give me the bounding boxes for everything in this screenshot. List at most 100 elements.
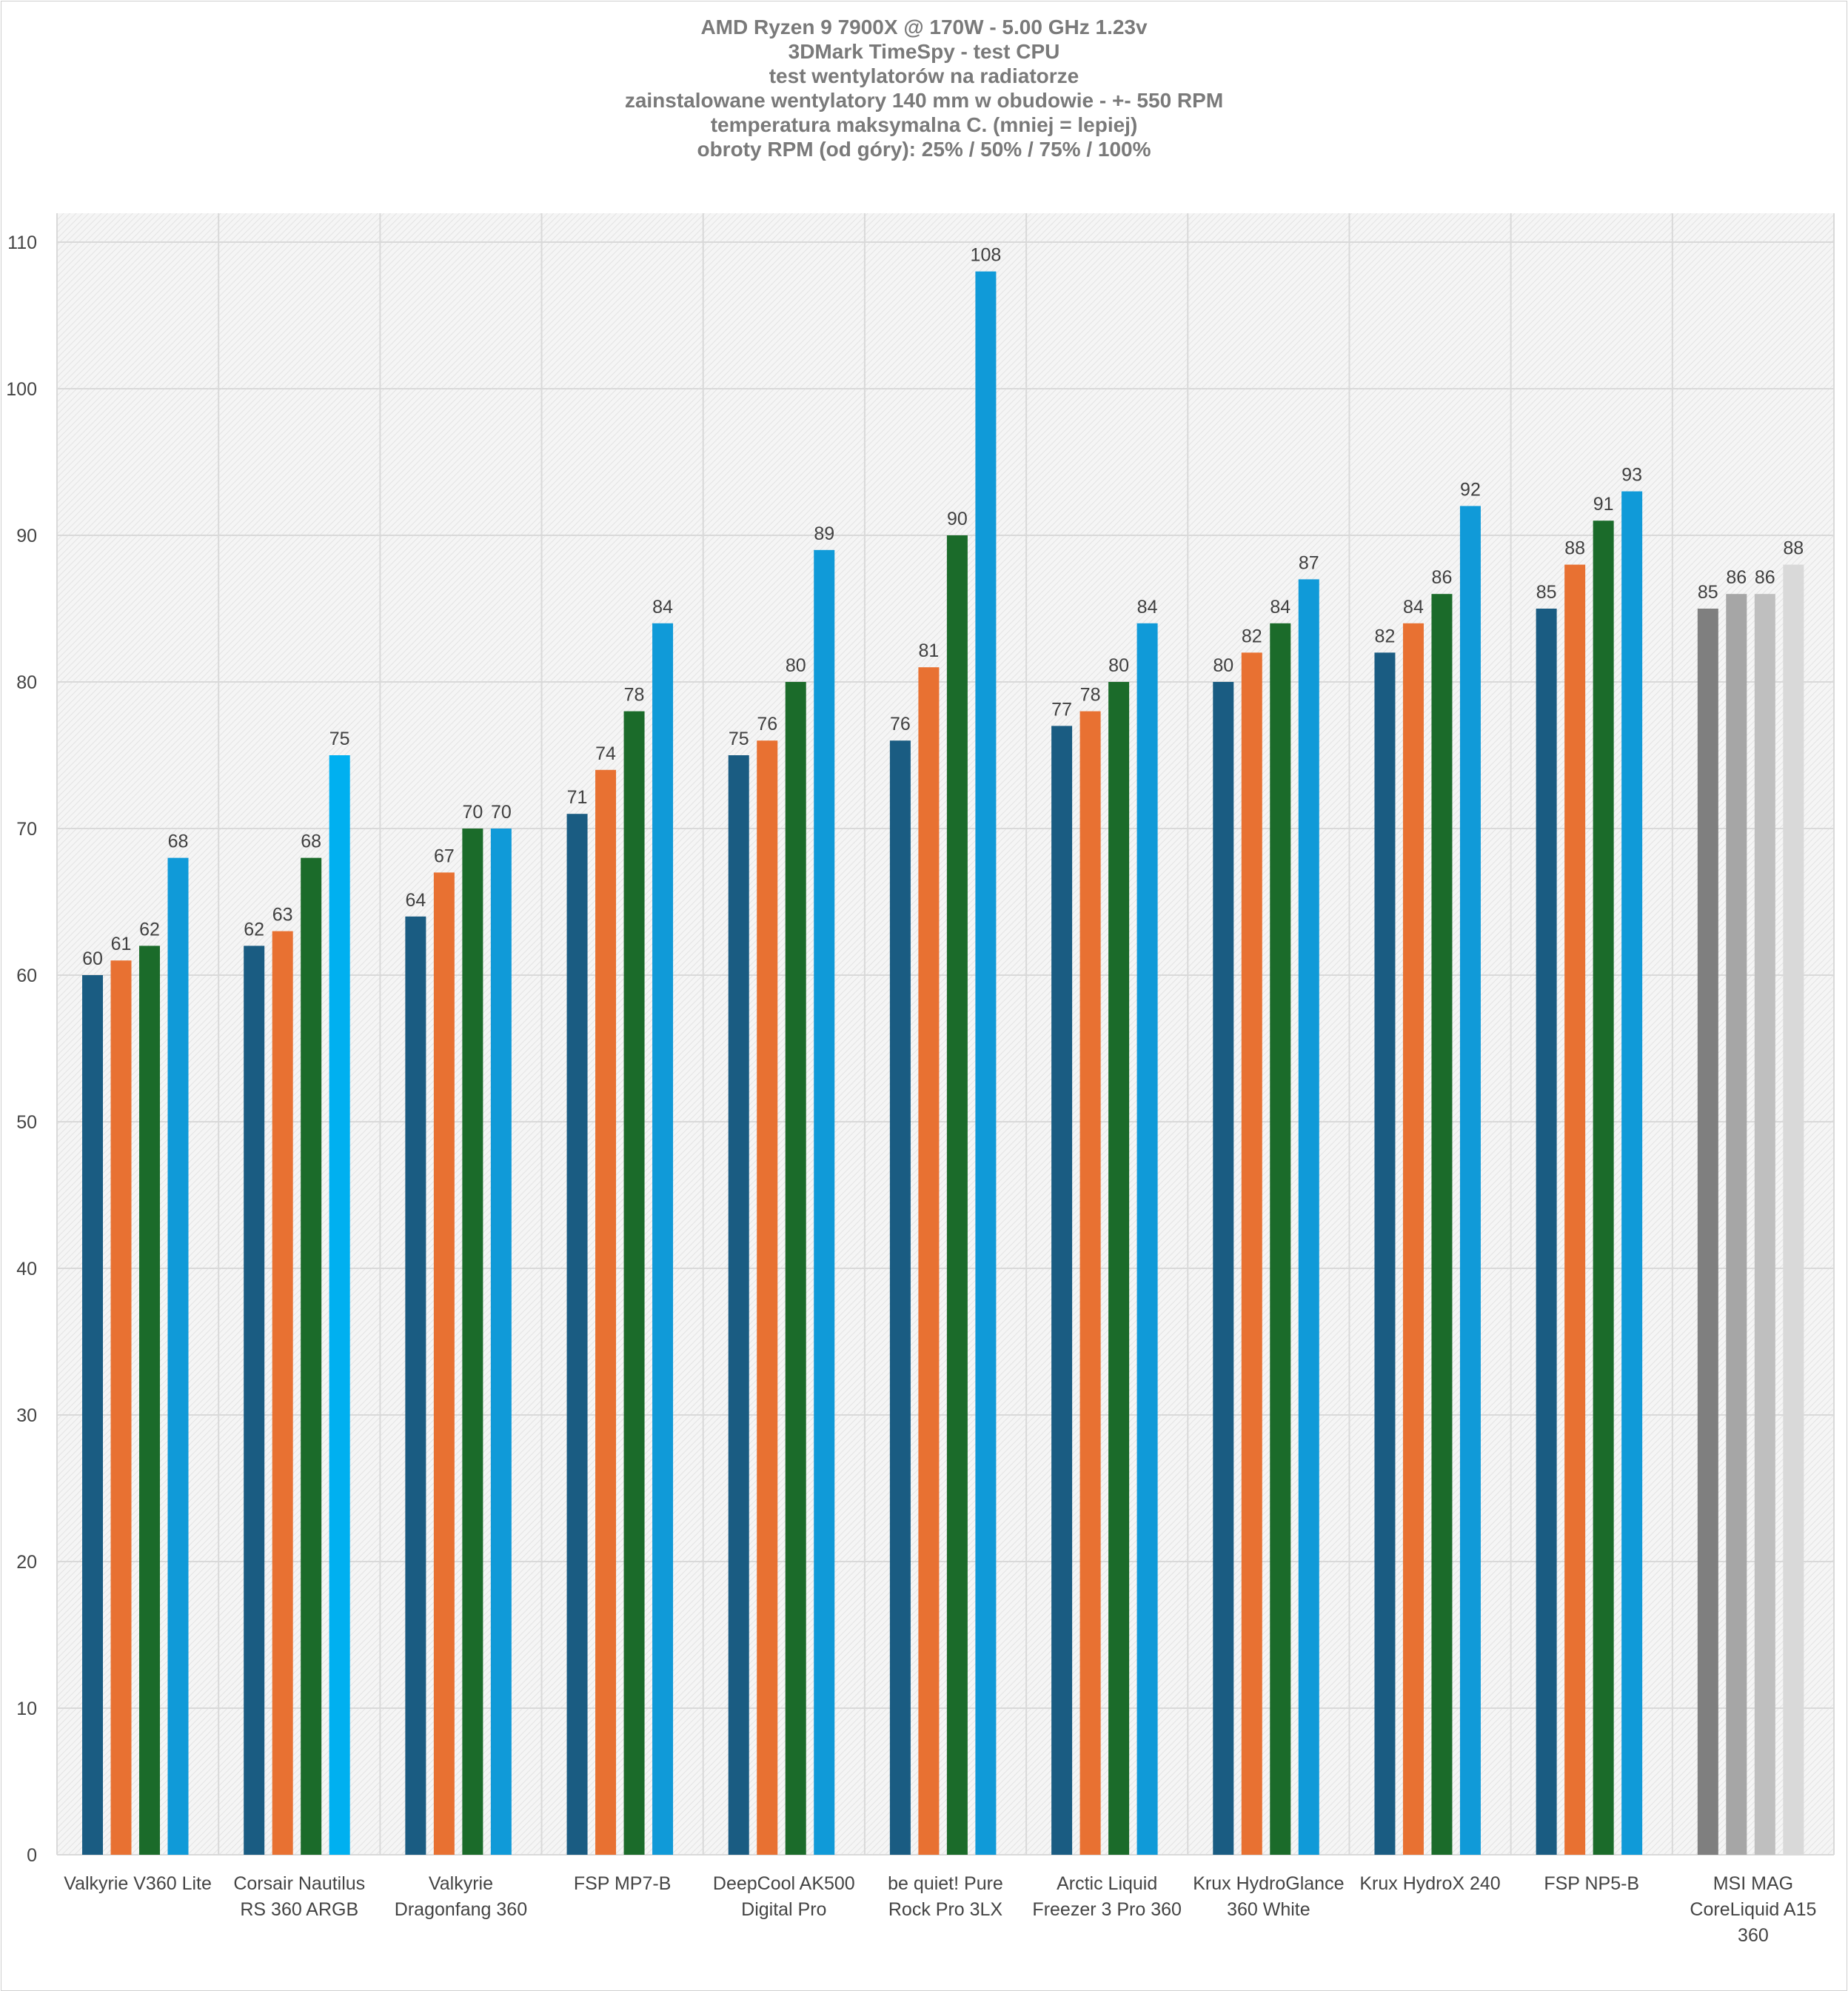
bar	[139, 946, 160, 1855]
bar	[1621, 491, 1643, 1855]
data-label: 60	[82, 948, 103, 969]
data-label: 87	[1299, 552, 1319, 573]
category-label: Digital Pro	[741, 1899, 826, 1920]
data-label: 82	[1375, 626, 1396, 646]
bar	[814, 549, 835, 1855]
y-tick-label: 110	[7, 232, 37, 253]
data-label: 64	[405, 890, 426, 911]
bar	[1402, 623, 1424, 1855]
category-label: Freezer 3 Pro 360	[1032, 1899, 1182, 1920]
bar	[918, 667, 940, 1856]
category-label: FSP MP7-B	[574, 1873, 672, 1894]
data-label: 84	[652, 597, 673, 618]
data-label: 75	[729, 729, 749, 749]
title-line-4: zainstalowane wentylatory 140 mm w obudo…	[624, 89, 1224, 112]
category-label: FSP NP5-B	[1544, 1873, 1639, 1894]
data-label: 67	[434, 846, 455, 866]
category-label: 360 White	[1227, 1899, 1310, 1920]
bar	[946, 535, 968, 1855]
bar	[1241, 652, 1262, 1855]
category-label: 360	[1738, 1925, 1769, 1946]
data-label: 62	[244, 919, 264, 940]
y-tick-label: 30	[16, 1405, 37, 1426]
data-label: 75	[329, 729, 350, 749]
data-label: 88	[1564, 538, 1585, 559]
bar	[1536, 609, 1557, 1855]
y-tick-label: 50	[16, 1112, 37, 1133]
data-label: 80	[1213, 655, 1233, 676]
bar	[1108, 682, 1130, 1855]
category-label: Valkyrie V360 Lite	[64, 1873, 212, 1894]
category-label: Dragonfang 360	[395, 1899, 527, 1920]
data-label: 78	[624, 685, 645, 706]
data-label: 90	[947, 509, 968, 529]
category-label: RS 360 ARGB	[240, 1899, 358, 1920]
title-line-2: 3DMark TimeSpy - test CPU	[788, 40, 1060, 63]
data-label: 62	[139, 919, 160, 940]
bar	[595, 769, 617, 1855]
bar	[301, 857, 322, 1855]
data-label: 86	[1432, 567, 1453, 588]
bar	[1079, 711, 1101, 1855]
data-label: 70	[491, 802, 512, 823]
bar	[1213, 682, 1234, 1855]
bar	[244, 946, 265, 1855]
bar	[1726, 594, 1747, 1856]
data-label: 81	[919, 640, 940, 661]
bar	[1374, 652, 1396, 1855]
data-label: 71	[567, 787, 588, 808]
data-label: 85	[1536, 582, 1557, 603]
y-tick-label: 70	[16, 819, 37, 840]
title-line-1: AMD Ryzen 9 7900X @ 170W - 5.00 GHz 1.23…	[700, 16, 1148, 39]
bar	[490, 829, 512, 1855]
y-tick-label: 100	[6, 379, 37, 400]
bar	[1593, 521, 1614, 1856]
bar	[566, 814, 588, 1855]
data-label: 92	[1460, 479, 1481, 500]
data-label: 91	[1593, 494, 1614, 515]
data-label: 86	[1726, 567, 1747, 588]
data-label: 80	[786, 655, 806, 676]
category-label: DeepCool AK500	[713, 1873, 855, 1894]
data-label: 70	[462, 802, 483, 823]
category-label: be quiet! Pure	[888, 1873, 1003, 1894]
y-tick-label: 20	[16, 1552, 37, 1573]
bar	[1051, 726, 1073, 1855]
data-label: 88	[1783, 538, 1804, 559]
data-label: 82	[1242, 626, 1262, 646]
category-label: Rock Pro 3LX	[888, 1899, 1003, 1920]
data-label: 76	[890, 714, 911, 735]
title-line-6: obroty RPM (od góry): 25% / 50% / 75% / …	[697, 138, 1151, 161]
bar	[623, 711, 645, 1855]
bar	[329, 755, 350, 1855]
category-label: MSI MAG	[1713, 1873, 1793, 1894]
bar	[1459, 506, 1481, 1855]
data-label: 84	[1403, 597, 1424, 618]
y-tick-label: 80	[16, 672, 37, 693]
category-label: CoreLiquid A15	[1690, 1899, 1816, 1920]
bar	[1697, 609, 1718, 1855]
bar	[1136, 623, 1158, 1855]
data-label: 84	[1137, 597, 1158, 618]
data-label: 77	[1051, 699, 1072, 720]
bar	[785, 682, 806, 1855]
bar	[1431, 594, 1453, 1856]
bar	[1270, 623, 1291, 1855]
data-label: 108	[971, 245, 1002, 266]
y-tick-label: 10	[16, 1699, 37, 1719]
title-line-5: temperatura maksymalna C. (mniej = lepie…	[710, 113, 1138, 136]
data-label: 89	[814, 523, 834, 544]
y-tick-label: 0	[27, 1845, 37, 1866]
data-label: 63	[272, 905, 293, 926]
data-label: 85	[1698, 582, 1718, 603]
data-label: 68	[168, 831, 189, 852]
bar	[462, 829, 483, 1855]
bar	[975, 271, 997, 1855]
bar	[82, 975, 103, 1855]
bar	[1298, 579, 1319, 1855]
data-label: 76	[757, 714, 777, 735]
category-label: Valkyrie	[429, 1873, 493, 1894]
bar	[405, 916, 426, 1855]
y-tick-label: 90	[16, 526, 37, 546]
